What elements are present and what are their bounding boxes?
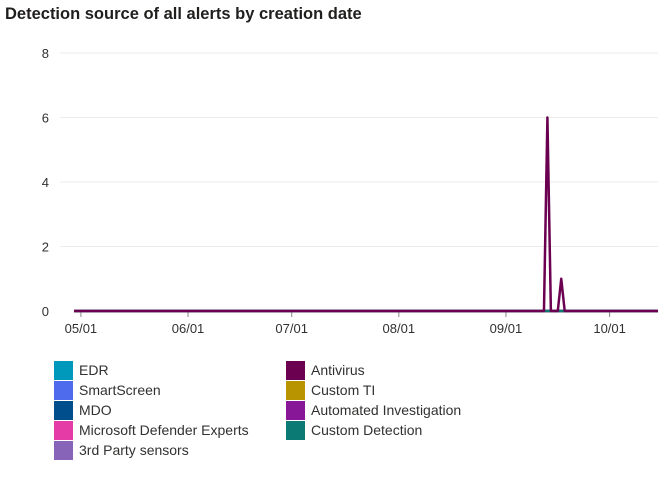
x-axis-ticks: 05/01 06/01 07/01 08/01 09/01 10/01 <box>65 311 626 336</box>
legend-item[interactable]: EDR <box>54 360 109 380</box>
legend-swatch <box>54 380 73 400</box>
legend-swatch <box>54 400 73 420</box>
legend-label: Custom TI <box>311 382 376 398</box>
x-tick-label: 08/01 <box>383 321 416 336</box>
legend-label: Automated Investigation <box>311 402 462 418</box>
y-tick-label: 8 <box>42 46 49 61</box>
legend-item[interactable]: MDO <box>54 400 112 420</box>
legend-label: Custom Detection <box>311 422 423 438</box>
legend-swatch <box>286 380 305 400</box>
legend-item[interactable]: Microsoft Defender Experts <box>54 420 249 440</box>
x-tick-label: 05/01 <box>65 321 98 336</box>
chart-title: Detection source of all alerts by creati… <box>5 5 362 23</box>
legend-item[interactable]: Antivirus <box>286 360 365 380</box>
y-axis-ticks: 0 2 4 6 8 <box>42 46 49 319</box>
y-tick-label: 0 <box>42 304 49 319</box>
legend-swatch <box>286 400 305 420</box>
x-tick-label: 06/01 <box>172 321 205 336</box>
x-tick-label: 07/01 <box>275 321 308 336</box>
legend-item[interactable]: Automated Investigation <box>286 400 461 420</box>
legend-swatch <box>54 440 73 460</box>
legend-label: EDR <box>79 362 109 378</box>
legend-swatch <box>54 420 73 440</box>
x-tick-label: 09/01 <box>490 321 523 336</box>
legend-swatch <box>286 360 305 380</box>
legend-swatch <box>54 360 73 380</box>
legend-label: MDO <box>79 402 112 418</box>
legend-swatch <box>286 420 305 440</box>
legend-item[interactable]: 3rd Party sensors <box>54 440 189 460</box>
y-tick-label: 6 <box>42 111 49 126</box>
x-tick-label: 10/01 <box>593 321 626 336</box>
legend-item[interactable]: SmartScreen <box>54 380 161 400</box>
legend: EDR SmartScreen MDO Microsoft Defender Expe… <box>54 360 594 464</box>
legend-item[interactable]: Custom Detection <box>286 420 422 440</box>
gridlines <box>60 52 658 312</box>
y-tick-label: 4 <box>42 175 49 190</box>
legend-label: 3rd Party sensors <box>79 442 189 458</box>
legend-item[interactable]: Custom TI <box>286 380 375 400</box>
legend-label: Microsoft Defender Experts <box>79 422 249 438</box>
series-line-antivirus <box>74 116 658 313</box>
legend-label: Antivirus <box>311 362 365 378</box>
y-tick-label: 2 <box>42 240 49 255</box>
legend-label: SmartScreen <box>79 382 161 398</box>
series-lines <box>74 116 658 313</box>
